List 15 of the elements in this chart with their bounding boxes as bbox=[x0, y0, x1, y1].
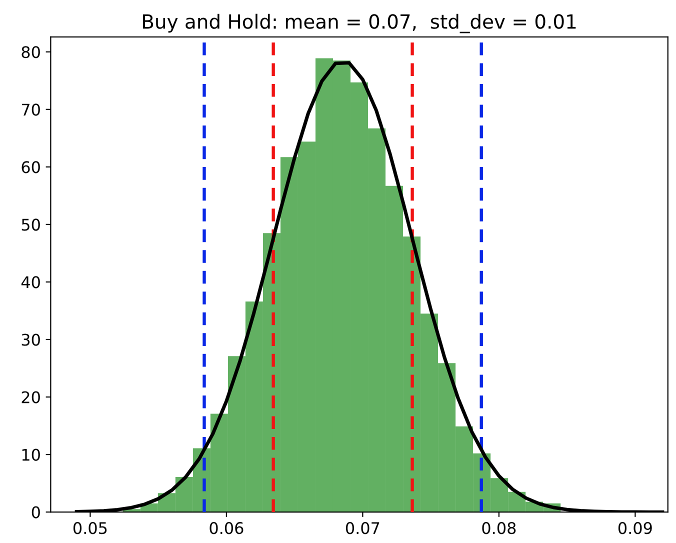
y-tick-label: 70 bbox=[22, 104, 40, 116]
chart-title: Buy and Hold: mean = 0.07, std_dev = 0.01 bbox=[143, 14, 576, 34]
y-tick-label: 40 bbox=[21, 276, 40, 288]
y-tick-label: 10 bbox=[22, 448, 40, 461]
y-tick-label: 0 bbox=[32, 506, 40, 518]
y-tick-label: 60 bbox=[22, 161, 40, 174]
y-tick-label: 50 bbox=[22, 218, 40, 231]
y-tick-label: 20 bbox=[22, 391, 40, 404]
x-tick-label: 0.07 bbox=[346, 522, 380, 534]
y-tick-label: 30 bbox=[22, 334, 40, 346]
x-tick-label: 0.08 bbox=[482, 522, 516, 534]
y-tick-label: 80 bbox=[22, 46, 40, 58]
x-tick-label: 0.09 bbox=[618, 522, 652, 534]
x-tick-label: 0.06 bbox=[210, 522, 244, 534]
x-tick-label: 0.05 bbox=[73, 522, 107, 534]
